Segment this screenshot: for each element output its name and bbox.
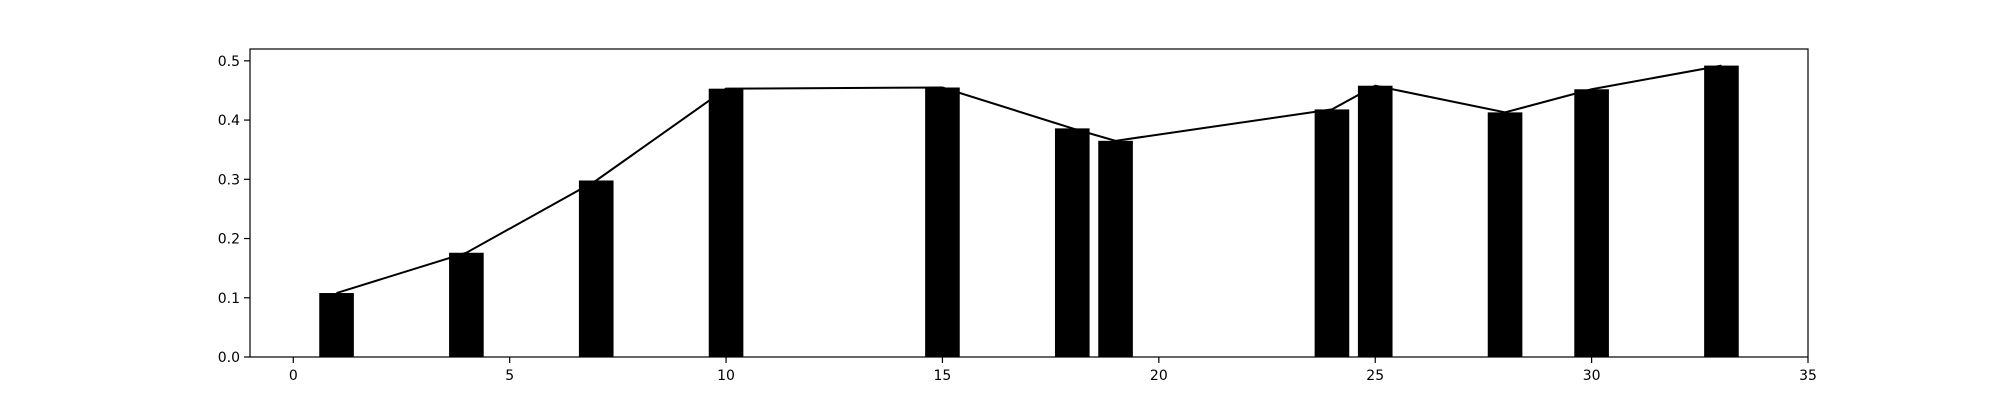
x-tick-label-3: 15 <box>934 368 952 384</box>
bar-9 <box>1487 112 1523 357</box>
axes-group <box>249 48 1809 358</box>
y-tick-label-2: 0.2 <box>218 232 240 248</box>
y-tick-label-5: 0.5 <box>218 54 240 70</box>
x-axis-ticks: 0 5 10 15 20 25 30 35 <box>289 357 1817 384</box>
series-line <box>336 64 1722 294</box>
y-tick-label-3: 0.3 <box>218 172 240 188</box>
bar-11 <box>1704 65 1739 357</box>
bar-3 <box>708 88 744 357</box>
bar-7 <box>1314 109 1350 358</box>
bar-5 <box>1054 128 1090 357</box>
bar-4 <box>925 87 960 357</box>
x-tick-label-6: 30 <box>1583 368 1601 384</box>
bar-0 <box>319 293 354 357</box>
bar-2 <box>578 180 614 357</box>
bars-group <box>319 65 1739 358</box>
y-tick-label-4: 0.4 <box>218 113 240 129</box>
y-axis-ticks: 0.0 0.1 0.2 0.3 0.4 0.5 <box>218 54 250 366</box>
y-tick-label-1: 0.1 <box>218 291 240 307</box>
x-tick-label-7: 35 <box>1799 368 1817 384</box>
x-tick-label-5: 25 <box>1366 368 1384 384</box>
plot-area-frame <box>249 48 1809 358</box>
x-tick-label-4: 20 <box>1150 368 1168 384</box>
bar-6 <box>1098 140 1133 357</box>
x-tick-label-1: 5 <box>505 368 514 384</box>
x-tick-label-2: 10 <box>717 368 735 384</box>
line-group <box>336 64 1722 294</box>
bar-1 <box>449 252 484 357</box>
y-tick-label-0: 0.0 <box>218 350 240 366</box>
bar-8 <box>1357 85 1393 357</box>
x-tick-label-0: 0 <box>289 368 298 384</box>
bar-10 <box>1574 89 1609 358</box>
